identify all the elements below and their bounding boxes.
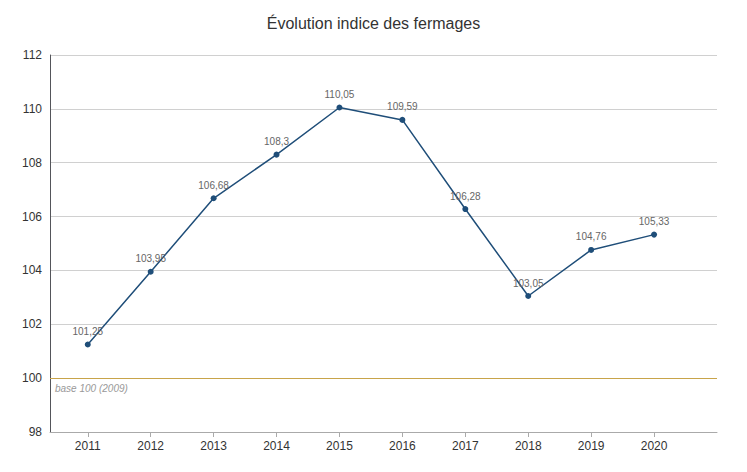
svg-text:103,95: 103,95 (135, 253, 166, 264)
svg-text:110: 110 (23, 102, 42, 116)
svg-text:108,3: 108,3 (264, 136, 289, 147)
svg-text:106,28: 106,28 (450, 191, 481, 202)
svg-text:2019: 2019 (578, 439, 605, 453)
svg-text:2012: 2012 (137, 439, 164, 453)
svg-text:Évolution indice des fermages: Évolution indice des fermages (267, 14, 480, 32)
svg-text:112: 112 (23, 48, 42, 62)
svg-text:108: 108 (22, 156, 42, 170)
svg-text:101,25: 101,25 (72, 326, 103, 337)
svg-text:104,76: 104,76 (576, 231, 607, 242)
svg-text:98: 98 (29, 425, 43, 439)
svg-text:100: 100 (22, 371, 42, 385)
svg-text:106: 106 (22, 210, 42, 224)
svg-text:102: 102 (22, 317, 42, 331)
svg-text:110,05: 110,05 (325, 89, 355, 100)
svg-text:2011: 2011 (75, 439, 101, 453)
svg-text:2014: 2014 (263, 439, 290, 453)
svg-text:2015: 2015 (326, 439, 353, 453)
svg-text:103,05: 103,05 (513, 278, 544, 289)
svg-text:106,68: 106,68 (198, 180, 229, 191)
svg-text:2013: 2013 (200, 439, 227, 453)
svg-text:2017: 2017 (452, 439, 479, 453)
svg-text:104: 104 (22, 263, 42, 277)
svg-text:105,33: 105,33 (639, 216, 670, 227)
svg-text:2020: 2020 (641, 439, 668, 453)
svg-text:base 100 (2009): base 100 (2009) (55, 383, 128, 394)
svg-text:2016: 2016 (389, 439, 416, 453)
svg-text:2018: 2018 (515, 439, 542, 453)
svg-text:109,59: 109,59 (387, 101, 418, 112)
